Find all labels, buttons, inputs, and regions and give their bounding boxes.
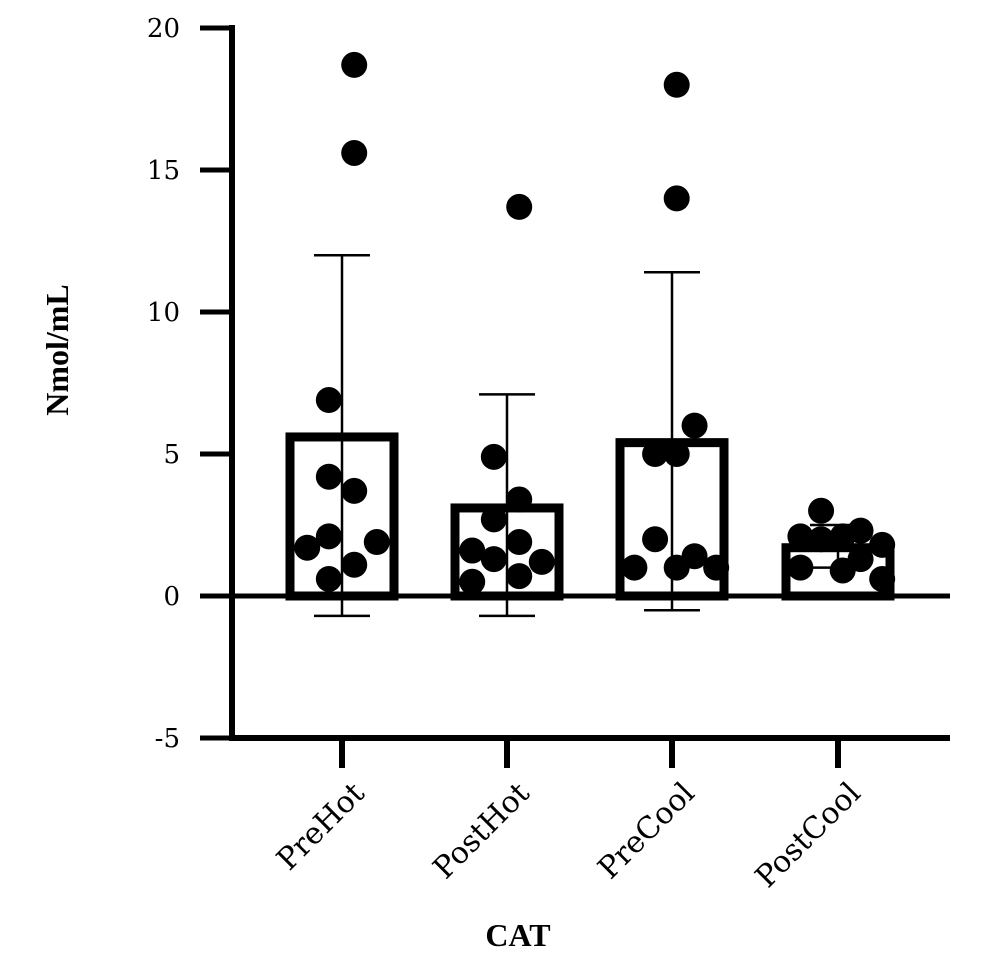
data-point <box>294 534 321 561</box>
data-points <box>294 51 896 595</box>
y-axis-ticks: -5 0 5 10 15 20 <box>147 14 232 754</box>
data-point <box>528 548 555 575</box>
data-point <box>869 531 896 558</box>
data-point <box>506 193 533 220</box>
data-point <box>663 554 690 581</box>
data-point <box>506 486 533 513</box>
data-point <box>480 443 507 470</box>
x-tick-label: PostCool <box>749 776 868 895</box>
data-point <box>480 506 507 533</box>
data-point <box>829 523 856 550</box>
data-point <box>787 554 814 581</box>
data-point <box>341 139 368 166</box>
data-point <box>869 565 896 592</box>
data-point <box>315 565 342 592</box>
x-axis-title: CAT <box>485 917 550 953</box>
data-point <box>315 387 342 414</box>
x-tick-label: PreCool <box>591 776 701 886</box>
data-point <box>808 497 835 524</box>
data-point <box>315 523 342 550</box>
y-tick-label: 0 <box>163 582 180 612</box>
data-point <box>663 185 690 212</box>
data-point <box>621 554 648 581</box>
y-tick-label: 20 <box>147 14 180 44</box>
x-tick-label: PostHot <box>427 776 537 886</box>
x-tick-labels: PreHot PostHot PreCool PostCool <box>270 776 868 895</box>
data-point <box>480 546 507 573</box>
data-point <box>787 523 814 550</box>
data-point <box>642 441 669 467</box>
x-tick-label: PreHot <box>270 776 372 878</box>
data-point <box>459 537 486 564</box>
data-point <box>341 51 368 78</box>
data-point <box>808 526 835 553</box>
y-tick-label: -5 <box>155 724 180 754</box>
data-point <box>341 551 368 578</box>
data-point <box>663 441 690 467</box>
data-point <box>315 463 342 490</box>
y-axis-title: Nmol/mL <box>39 284 75 416</box>
data-point <box>459 568 486 595</box>
data-point <box>829 557 856 584</box>
data-point <box>341 477 368 504</box>
data-point <box>506 529 533 556</box>
data-point <box>363 529 390 556</box>
y-tick-label: 15 <box>147 156 180 186</box>
y-tick-label: 5 <box>163 440 180 470</box>
y-tick-label: 10 <box>147 298 180 328</box>
data-point <box>642 526 669 553</box>
data-point <box>506 563 533 590</box>
data-point <box>663 71 690 98</box>
data-point <box>703 554 730 581</box>
axes <box>229 25 950 768</box>
error-bars <box>314 253 866 618</box>
data-point <box>681 412 708 439</box>
